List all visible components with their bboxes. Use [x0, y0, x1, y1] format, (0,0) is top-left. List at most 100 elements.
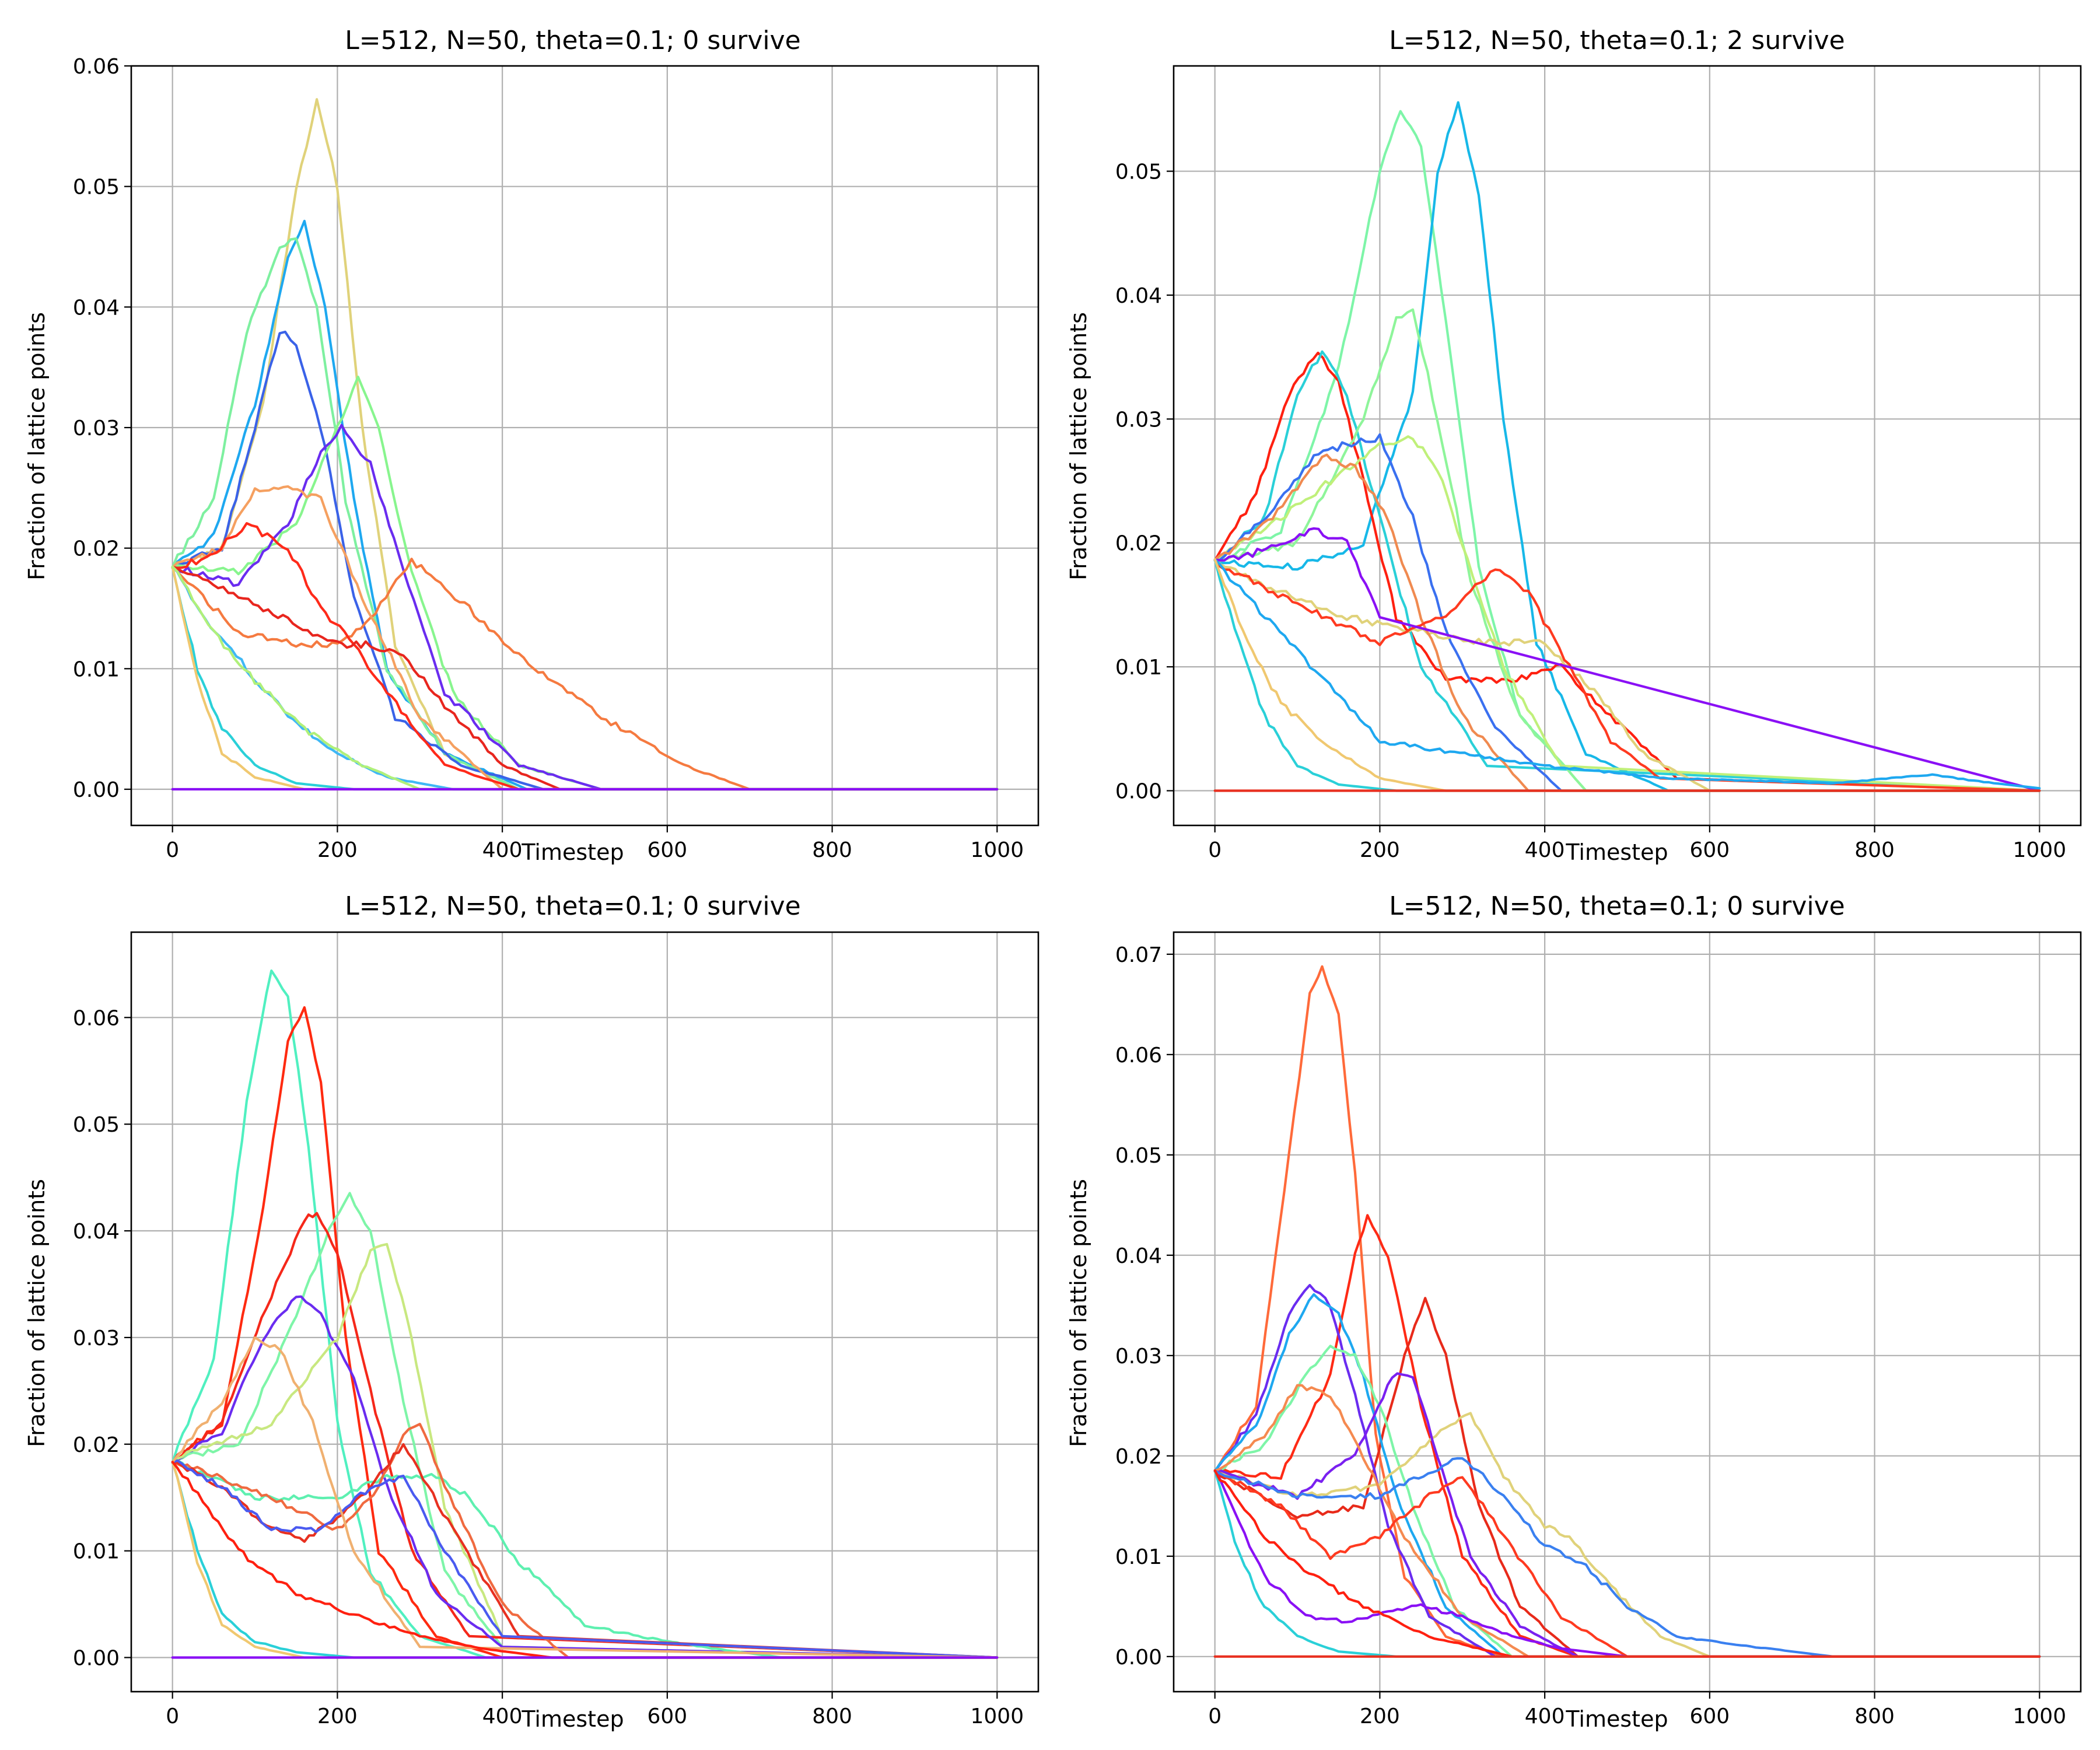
y-tick-label: 0.06 [73, 55, 120, 79]
x-tick-label: 200 [1360, 838, 1400, 862]
series-group [171, 98, 999, 791]
series-line [1213, 1457, 2041, 1658]
axes-frame [130, 65, 1040, 827]
series-line [1213, 1469, 2041, 1658]
series-group [171, 969, 999, 1659]
x-tick-label: 400 [1525, 838, 1565, 862]
series-line [1213, 308, 2041, 792]
axes-frame [1172, 931, 2082, 1693]
x-tick-label: 200 [1360, 1704, 1400, 1728]
series-line [1213, 527, 2041, 792]
series-line [171, 1295, 999, 1659]
series-line [171, 1423, 999, 1659]
x-tick-label: 0 [166, 1704, 179, 1728]
series-line [1213, 1469, 2041, 1658]
subplot-top-right: L=512, N=50, theta=0.1; 2 survive Timest… [1066, 26, 2082, 865]
series-line [171, 237, 999, 791]
x-tick-label: 600 [1690, 838, 1730, 862]
series-line [171, 565, 999, 791]
y-tick-label: 0.00 [1115, 1646, 1162, 1670]
series-line [1213, 1469, 2041, 1658]
y-axis-label: Fraction of lattice points [24, 1179, 50, 1447]
series-group [1213, 101, 2041, 792]
y-tick-label: 0.02 [73, 1433, 120, 1457]
x-tick-label: 1000 [971, 1704, 1024, 1728]
series-line [1213, 433, 2041, 792]
subplot-bottom-left: L=512, N=50, theta=0.1; 0 survive Timest… [24, 891, 1040, 1732]
series-line [171, 330, 999, 791]
series-line [171, 1192, 999, 1659]
x-tick-label: 0 [1208, 838, 1222, 862]
x-tick-label: 600 [648, 1704, 688, 1728]
y-tick-label: 0.01 [1115, 656, 1162, 680]
x-tick-label: 1000 [2013, 1704, 2067, 1728]
series-line [171, 1461, 999, 1659]
series-line [171, 1461, 999, 1659]
y-tick-label: 0.01 [73, 1540, 120, 1564]
y-axis-label: Fraction of lattice points [24, 312, 50, 580]
x-tick-label: 800 [812, 838, 852, 862]
series-line [171, 424, 999, 791]
series-line [171, 566, 999, 791]
series-line [171, 1461, 999, 1659]
y-tick-label: 0.06 [73, 1006, 120, 1030]
y-tick-label: 0.00 [1115, 780, 1162, 804]
y-tick-label: 0.00 [73, 1646, 120, 1670]
series-line [1213, 558, 2041, 790]
x-tick-label: 0 [166, 838, 179, 862]
y-tick-label: 0.04 [73, 296, 120, 320]
x-tick-label: 200 [317, 1704, 358, 1728]
axes-frame [1172, 65, 2082, 827]
axes-frame [130, 931, 1040, 1693]
chart-title: L=512, N=50, theta=0.1; 2 survive [1389, 26, 1845, 55]
series-line [1213, 1214, 2041, 1658]
x-tick-label: 0 [1208, 1704, 1222, 1728]
y-axis-label: Fraction of lattice points [1066, 1179, 1091, 1447]
series-line [1213, 965, 2041, 1658]
series-line [1213, 558, 2041, 792]
y-tick-label: 0.02 [1115, 1445, 1162, 1469]
y-tick-label: 0.03 [73, 1326, 120, 1350]
series-line [171, 565, 999, 791]
chart-title: L=512, N=50, theta=0.1; 0 survive [345, 891, 800, 921]
y-tick-label: 0.04 [1115, 1244, 1162, 1268]
series-line [1213, 558, 2041, 792]
y-tick-label: 0.05 [73, 176, 120, 200]
x-tick-label: 400 [482, 1704, 523, 1728]
subplot-bottom-right: L=512, N=50, theta=0.1; 0 survive Timest… [1066, 891, 2082, 1732]
y-tick-label: 0.01 [1115, 1545, 1162, 1569]
y-tick-label: 0.00 [73, 778, 120, 802]
y-tick-label: 0.05 [1115, 1144, 1162, 1168]
series-line [171, 565, 999, 791]
series-line [1213, 1284, 2041, 1658]
y-axis-label: Fraction of lattice points [1066, 312, 1091, 580]
series-line [171, 969, 999, 1659]
series-line [1213, 558, 2041, 792]
x-tick-label: 800 [812, 1704, 852, 1728]
series-line [1213, 1412, 2041, 1658]
x-tick-label: 600 [1690, 1704, 1730, 1728]
x-tick-label: 600 [648, 838, 688, 862]
series-line [1213, 1469, 2041, 1658]
y-tick-label: 0.03 [1115, 408, 1162, 432]
series-line [171, 522, 999, 791]
x-tick-label: 400 [482, 838, 523, 862]
series-line [1213, 101, 2041, 792]
series-line [1213, 435, 2041, 792]
y-tick-label: 0.04 [73, 1220, 120, 1244]
x-tick-label: 800 [1854, 1704, 1895, 1728]
series-line [171, 1336, 999, 1659]
y-tick-label: 0.06 [1115, 1044, 1162, 1068]
series-line [1213, 1384, 2041, 1658]
grid [131, 932, 1038, 1692]
y-tick-label: 0.02 [1115, 532, 1162, 556]
series-line [1213, 351, 2041, 792]
x-tick-label: 200 [317, 838, 358, 862]
series-group [1213, 965, 2041, 1658]
series-line [171, 557, 999, 791]
y-tick-label: 0.03 [73, 416, 120, 440]
y-tick-label: 0.05 [73, 1113, 120, 1137]
x-axis-label: Timestep [1565, 1706, 1668, 1732]
series-line [171, 485, 999, 791]
